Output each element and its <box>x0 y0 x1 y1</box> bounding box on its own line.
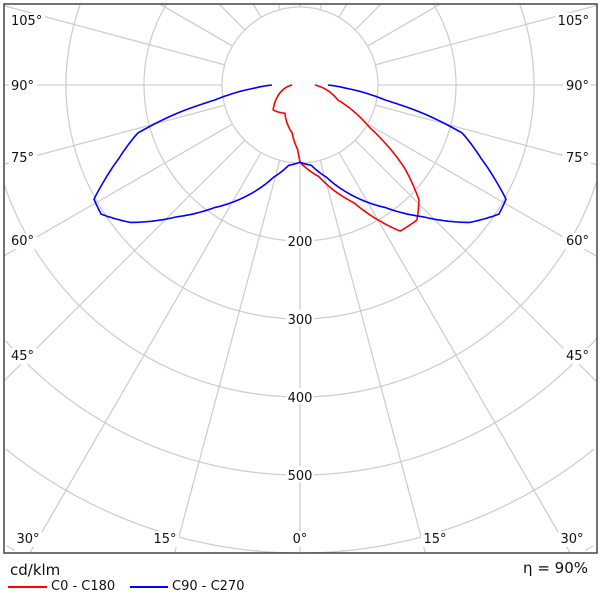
label-bg <box>563 348 591 364</box>
label-bg <box>555 13 591 29</box>
angle-label-left-90: 90° <box>11 79 34 94</box>
angle-label-bottom-30: 30° <box>16 532 39 547</box>
grid-radial-165 <box>277 3 281 10</box>
grid-radial-30 <box>29 152 262 554</box>
grid-radial-120 <box>367 3 441 47</box>
angle-label-right-75: 75° <box>566 151 589 166</box>
label-bg <box>9 233 37 249</box>
grid-circle-100 <box>221 6 379 164</box>
radial-tick-label-500: 500 <box>288 469 313 484</box>
angle-label-bottom-15: 15° <box>153 532 176 547</box>
angle-label-right-60: 60° <box>566 234 589 249</box>
grid-radial-45 <box>354 139 598 383</box>
angle-label-left-105: 105° <box>11 14 42 29</box>
label-bg <box>9 150 37 166</box>
tick-bg <box>286 466 314 482</box>
label-bg <box>151 531 179 547</box>
grid-radial-150 <box>252 3 262 18</box>
label-bg <box>563 233 591 249</box>
angle-label-bottom-30-right: 30° <box>560 532 583 547</box>
grid-circle-500 <box>5 337 598 476</box>
efficiency-label: η = 90% <box>523 559 588 577</box>
grid-radial-75 <box>375 104 598 166</box>
label-bg <box>9 348 37 364</box>
angle-label-right-45: 45° <box>566 349 589 364</box>
grid-radial-60 <box>367 123 598 258</box>
grid-radial-15 <box>319 160 427 554</box>
legend-item-c90-c270: C90 - C270 <box>130 579 244 594</box>
label-bg <box>563 78 591 94</box>
angle-label-right-90: 90° <box>566 79 589 94</box>
grid-radial-60 <box>3 123 233 257</box>
label-bg <box>290 531 310 547</box>
angle-label-bottom-15-right: 15° <box>423 532 446 547</box>
legend-item-c0-c180: C0 - C180 <box>8 579 115 594</box>
legend-label: C90 - C270 <box>172 579 245 594</box>
label-bg <box>14 531 42 547</box>
radial-tick-label-200: 200 <box>288 235 313 250</box>
label-bg <box>9 13 45 29</box>
grid-circle-700 <box>6 544 16 552</box>
tick-bg <box>286 310 314 326</box>
axis-labels: 200 300 400 500 0° 15° 15° 30° 30° 45° 45° 60° 60° 75… <box>9 13 591 547</box>
grid-circle-300 <box>65 4 535 320</box>
label-bg <box>9 78 37 94</box>
legend-swatch-red <box>8 585 47 588</box>
radial-tick-label-300: 300 <box>288 313 313 328</box>
angle-label-bottom-0: 0° <box>293 532 308 547</box>
angle-label-left-75: 75° <box>11 151 34 166</box>
angle-label-left-45: 45° <box>11 349 34 364</box>
angle-label-right-105: 105° <box>558 14 589 29</box>
tick-bg <box>286 388 314 404</box>
polar-grid <box>3 3 598 554</box>
grid-circle-300 <box>519 4 535 85</box>
grid-radial-150 <box>338 3 348 18</box>
label-bg <box>563 150 591 166</box>
series-curve-1 <box>93 84 507 224</box>
grid-circle-200 <box>143 4 457 242</box>
label-bg <box>558 531 586 547</box>
grid-radial-30 <box>338 152 571 554</box>
grid-radial-75 <box>3 104 225 165</box>
legend-label: C0 - C180 <box>51 579 116 594</box>
grid-circle-200 <box>433 4 457 85</box>
label-bg <box>421 531 449 547</box>
grid-radial-45 <box>3 139 246 382</box>
radial-tick-label-400: 400 <box>288 391 313 406</box>
angle-label-left-60: 60° <box>11 234 34 249</box>
grid-radial-135 <box>218 3 246 31</box>
series-curve-0 <box>272 84 420 232</box>
grid-radial-135 <box>354 3 382 31</box>
legend-swatch-blue <box>130 585 168 588</box>
grid-radial-120 <box>159 3 233 47</box>
grid-radial-165 <box>319 3 323 10</box>
plot-frame <box>3 3 598 554</box>
grid-circle-700 <box>584 544 594 552</box>
tick-bg <box>286 232 314 248</box>
grid-radial-15 <box>173 160 281 554</box>
unit-label: cd/klm <box>10 561 61 579</box>
curves <box>93 84 507 232</box>
